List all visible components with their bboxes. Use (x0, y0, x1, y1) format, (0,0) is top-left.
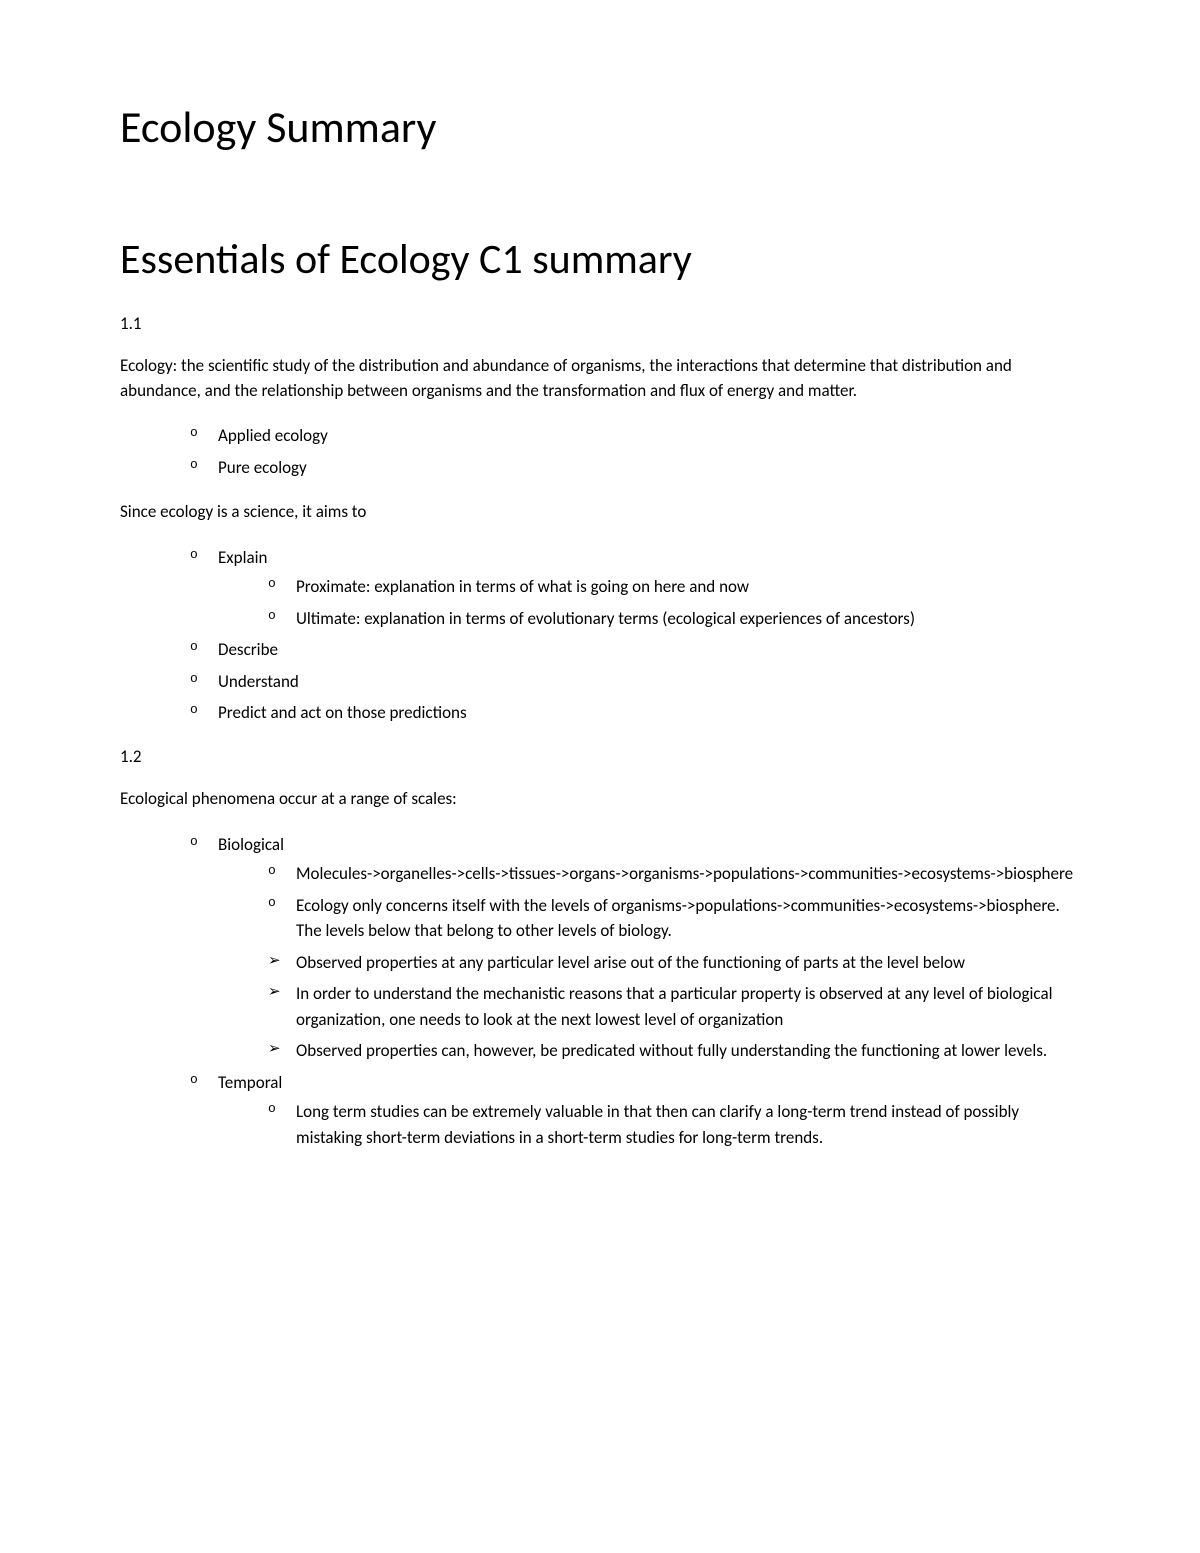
bullet-list: Biological Molecules->organelles->cells-… (120, 832, 1080, 1151)
list-item: Explain Proximate: explanation in terms … (190, 545, 1080, 632)
section-number: 1.2 (120, 746, 1080, 767)
list-item: Applied ecology (190, 423, 1080, 449)
bullet-list: Explain Proximate: explanation in terms … (120, 545, 1080, 726)
list-item: Proximate: explanation in terms of what … (268, 574, 1080, 600)
list-item-label: Explain (218, 547, 267, 568)
section-number: 1.1 (120, 313, 1080, 334)
paragraph: Ecological phenomena occur at a range of… (120, 787, 1080, 812)
bullet-list: Applied ecology Pure ecology (120, 423, 1080, 480)
document-subtitle: Essentials of Ecology C1 summary (120, 234, 1080, 285)
list-item: Long term studies can be extremely valua… (268, 1099, 1080, 1150)
list-item: Describe (190, 637, 1080, 663)
list-item: Predict and act on those predictions (190, 700, 1080, 726)
list-item: Temporal Long term studies can be extrem… (190, 1070, 1080, 1151)
nested-bullet-list: Proximate: explanation in terms of what … (218, 574, 1080, 631)
list-item: Observed properties at any particular le… (268, 950, 1080, 976)
list-item: Molecules->organelles->cells->tissues->o… (268, 861, 1080, 887)
list-item: Pure ecology (190, 455, 1080, 481)
list-item: Observed properties can, however, be pre… (268, 1038, 1080, 1064)
paragraph: Since ecology is a science, it aims to (120, 500, 1080, 525)
document-title: Ecology Summary (120, 100, 1080, 154)
list-item: Understand (190, 669, 1080, 695)
list-item: In order to understand the mechanistic r… (268, 981, 1080, 1032)
nested-bullet-list: Long term studies can be extremely valua… (218, 1099, 1080, 1150)
nested-bullet-list: Molecules->organelles->cells->tissues->o… (218, 861, 1080, 1064)
list-item-label: Temporal (218, 1072, 282, 1093)
list-item-label: Biological (218, 834, 284, 855)
paragraph: Ecology: the scientific study of the dis… (120, 354, 1080, 403)
list-item: Ultimate: explanation in terms of evolut… (268, 606, 1080, 632)
list-item: Ecology only concerns itself with the le… (268, 893, 1080, 944)
list-item: Biological Molecules->organelles->cells-… (190, 832, 1080, 1064)
